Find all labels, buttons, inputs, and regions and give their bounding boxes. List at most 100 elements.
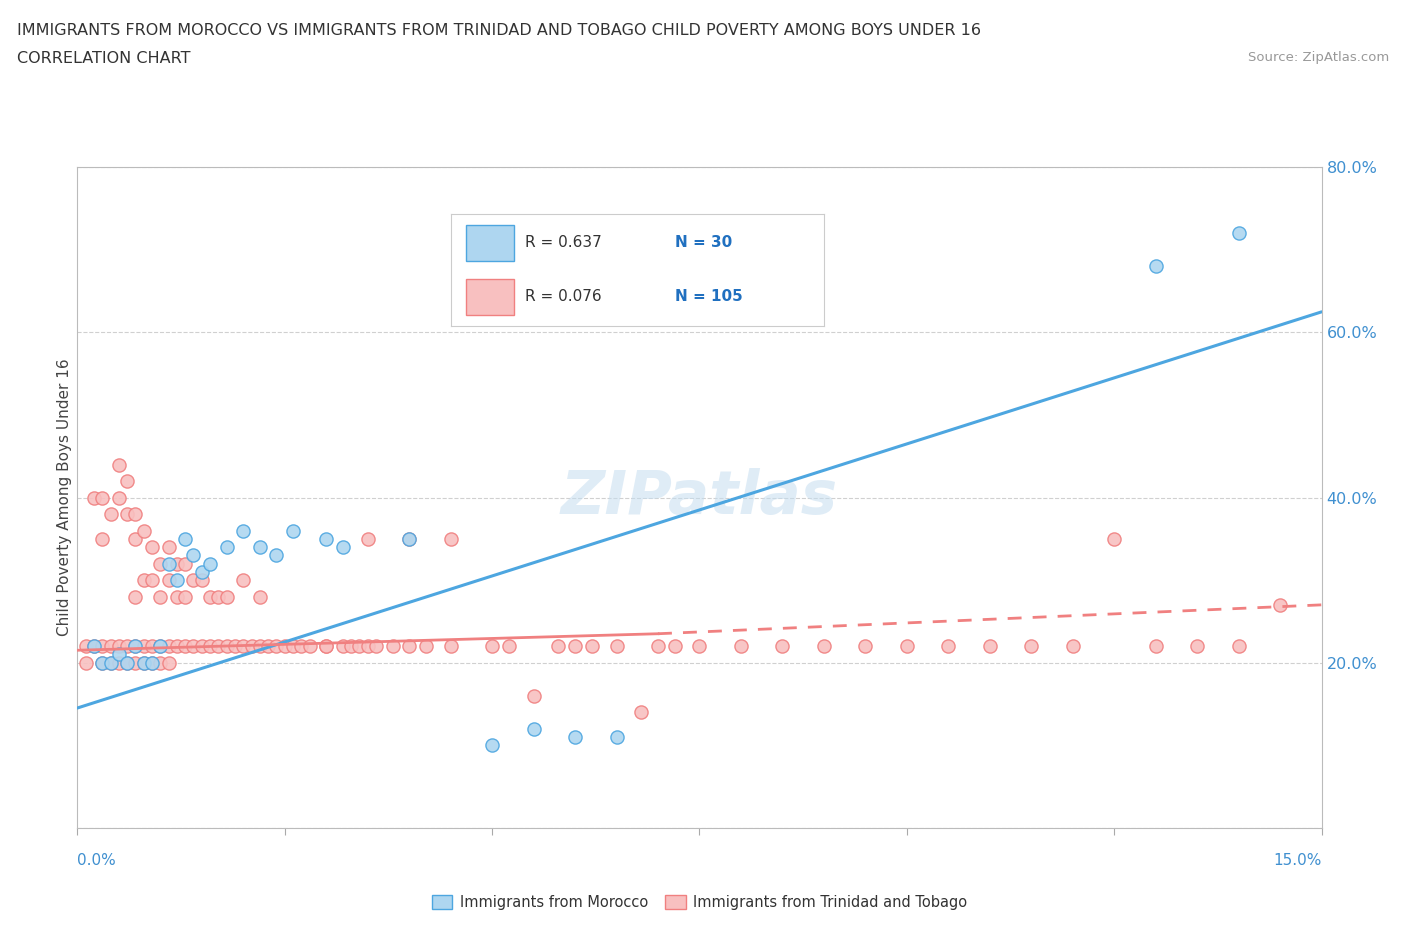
- Point: [281, 639, 304, 654]
- Point: [75, 656, 97, 671]
- Point: [855, 639, 877, 654]
- Text: N = 30: N = 30: [675, 235, 733, 250]
- Point: [124, 507, 146, 522]
- Point: [115, 473, 138, 488]
- Point: [124, 639, 146, 654]
- Point: [938, 639, 960, 654]
- Point: [166, 590, 188, 604]
- Text: IMMIGRANTS FROM MOROCCO VS IMMIGRANTS FROM TRINIDAD AND TOBAGO CHILD POVERTY AMO: IMMIGRANTS FROM MOROCCO VS IMMIGRANTS FR…: [17, 23, 981, 38]
- Point: [132, 523, 155, 538]
- Point: [83, 639, 105, 654]
- Point: [249, 639, 271, 654]
- Point: [124, 639, 146, 654]
- Point: [896, 639, 918, 654]
- Point: [232, 523, 254, 538]
- Point: [440, 639, 463, 654]
- Point: [141, 539, 163, 554]
- Text: N = 105: N = 105: [675, 289, 742, 304]
- Point: [606, 729, 628, 744]
- Point: [606, 639, 628, 654]
- Point: [124, 656, 146, 671]
- Point: [149, 639, 172, 654]
- Point: [198, 556, 221, 571]
- Point: [91, 490, 114, 505]
- Point: [1227, 226, 1250, 241]
- Point: [174, 639, 197, 654]
- Point: [290, 639, 312, 654]
- Point: [332, 639, 354, 654]
- Point: [157, 639, 180, 654]
- Point: [207, 639, 229, 654]
- FancyBboxPatch shape: [465, 225, 515, 260]
- Text: Source: ZipAtlas.com: Source: ZipAtlas.com: [1249, 51, 1389, 64]
- Point: [215, 539, 238, 554]
- Point: [1144, 639, 1167, 654]
- Point: [132, 573, 155, 588]
- Point: [91, 656, 114, 671]
- Point: [191, 639, 214, 654]
- Point: [157, 573, 180, 588]
- Text: R = 0.076: R = 0.076: [526, 289, 602, 304]
- Point: [108, 647, 131, 662]
- Point: [91, 656, 114, 671]
- Point: [108, 656, 131, 671]
- Point: [157, 556, 180, 571]
- Point: [149, 556, 172, 571]
- Point: [166, 639, 188, 654]
- Text: 0.0%: 0.0%: [77, 853, 117, 868]
- Point: [157, 656, 180, 671]
- Point: [174, 531, 197, 546]
- Point: [415, 639, 437, 654]
- Point: [547, 639, 569, 654]
- Point: [91, 639, 114, 654]
- Point: [364, 639, 387, 654]
- Point: [198, 590, 221, 604]
- Point: [315, 639, 337, 654]
- Point: [274, 639, 297, 654]
- Point: [100, 656, 122, 671]
- Point: [1227, 639, 1250, 654]
- Point: [183, 548, 205, 563]
- Point: [91, 531, 114, 546]
- Point: [523, 688, 546, 703]
- Point: [115, 656, 138, 671]
- Point: [1144, 259, 1167, 274]
- Point: [132, 639, 155, 654]
- Y-axis label: Child Poverty Among Boys Under 16: Child Poverty Among Boys Under 16: [56, 359, 72, 636]
- Point: [240, 639, 263, 654]
- Point: [157, 539, 180, 554]
- Point: [481, 639, 503, 654]
- Point: [108, 458, 131, 472]
- Point: [340, 639, 363, 654]
- Point: [398, 639, 420, 654]
- Point: [115, 656, 138, 671]
- Point: [1270, 597, 1292, 612]
- Point: [224, 639, 246, 654]
- Point: [141, 656, 163, 671]
- Point: [124, 531, 146, 546]
- Point: [398, 531, 420, 546]
- Point: [349, 639, 371, 654]
- Point: [83, 639, 105, 654]
- Point: [198, 639, 221, 654]
- Point: [249, 539, 271, 554]
- Text: CORRELATION CHART: CORRELATION CHART: [17, 51, 190, 66]
- Point: [75, 639, 97, 654]
- Text: R = 0.637: R = 0.637: [526, 235, 602, 250]
- Point: [979, 639, 1001, 654]
- Point: [1104, 531, 1126, 546]
- Point: [183, 573, 205, 588]
- Point: [298, 639, 321, 654]
- Point: [232, 639, 254, 654]
- Point: [357, 639, 380, 654]
- Point: [174, 590, 197, 604]
- Point: [132, 656, 155, 671]
- Point: [149, 590, 172, 604]
- Point: [100, 656, 122, 671]
- Point: [581, 639, 603, 654]
- Point: [141, 573, 163, 588]
- Point: [689, 639, 711, 654]
- Point: [381, 639, 404, 654]
- Point: [183, 639, 205, 654]
- Point: [191, 565, 214, 579]
